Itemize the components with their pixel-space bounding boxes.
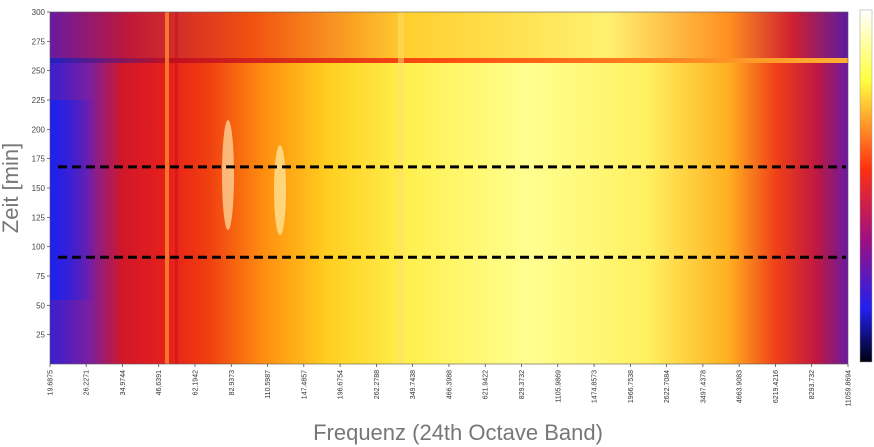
y-tick-label: 225: [32, 96, 46, 105]
x-tick-label: 8293.732: [809, 370, 816, 399]
x-axis-title: Frequenz (24th Octave Band): [313, 420, 603, 445]
x-tick-label: 26.2271: [84, 370, 91, 395]
x-tick-label: 3497.4378: [700, 370, 707, 403]
x-tick-label: 110.5987: [265, 370, 272, 399]
x-tick-label: 262.2788: [374, 370, 381, 399]
x-tick-label: 6219.4216: [773, 370, 780, 403]
x-tick-label: 34.9744: [120, 370, 127, 395]
x-tick-label: 147.4857: [301, 370, 308, 399]
x-tick-label: 19.6875: [48, 370, 55, 395]
x-tick-label: 11059.8694: [846, 370, 853, 407]
y-tick-label: 125: [32, 213, 46, 222]
y-tick-label: 75: [36, 272, 45, 281]
y-tick-label: 250: [32, 67, 46, 76]
x-tick-label: 62.1942: [192, 370, 199, 395]
heatmap: [50, 12, 848, 364]
x-tick-label: 4663.9083: [737, 370, 744, 403]
y-tick-label: 150: [32, 184, 46, 193]
y-axis-title: Zeit [min]: [0, 143, 23, 233]
x-tick-label: 1474.8573: [592, 370, 599, 403]
x-tick-label: 46.6391: [156, 370, 163, 395]
x-tick-label: 829.3732: [519, 370, 526, 399]
x-tick-label: 1105.9869: [555, 370, 562, 403]
y-tick-label: 275: [32, 37, 46, 46]
x-tick-label: 82.9373: [229, 370, 236, 395]
x-tick-label: 1966.7538: [628, 370, 635, 403]
y-tick-label: 175: [32, 155, 46, 164]
x-tick-label: 466.3988: [446, 370, 453, 399]
y-tick-label: 100: [32, 243, 46, 252]
y-tick-label: 50: [36, 301, 45, 310]
x-tick-label: 621.9422: [483, 370, 490, 399]
colorbar: [859, 9, 873, 363]
x-tick-label: 349.7438: [410, 370, 417, 399]
x-tick-label: 2622.7084: [664, 370, 671, 403]
y-tick-label: 25: [36, 331, 45, 340]
x-tick-label: 196.6754: [338, 370, 345, 399]
plot-frame: [49, 11, 849, 365]
y-tick-label: 300: [32, 8, 46, 17]
y-tick-label: 200: [32, 125, 46, 134]
